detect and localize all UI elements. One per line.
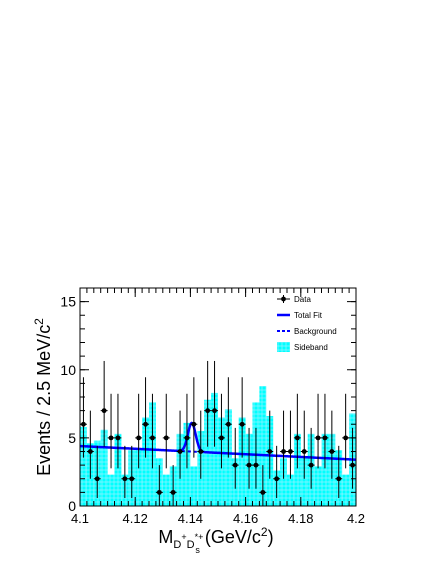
x-tick-label: 4.2	[347, 511, 365, 526]
legend-item-background: Background	[277, 327, 337, 336]
sideband-bar	[100, 429, 108, 506]
sideband-bar	[300, 458, 308, 506]
data-point	[342, 393, 350, 469]
data-point	[287, 410, 294, 479]
data-point	[335, 445, 343, 499]
data-point	[190, 377, 198, 458]
data-point	[218, 393, 225, 469]
x-tick-label: 4.18	[288, 511, 313, 526]
data-point	[328, 410, 336, 479]
data-point	[128, 445, 136, 499]
total-fit-curve	[79, 421, 357, 461]
x-tick-label: 4.12	[123, 511, 148, 526]
x-axis-title: MD+D*+ s (GeV/c2)	[158, 525, 273, 555]
sideband-bar	[135, 450, 143, 506]
total-fit-curve-group	[79, 421, 357, 461]
data-point	[238, 377, 246, 458]
data-point	[245, 427, 253, 489]
data-point	[176, 410, 184, 479]
axis-titles: Events / 2.5 MeV/c2 MD+D*+ s (GeV/c2)	[32, 318, 274, 555]
sideband-bar	[224, 409, 232, 506]
data-point	[162, 393, 170, 469]
legend-label: Total Fit	[294, 311, 323, 320]
data-point	[93, 445, 101, 499]
legend-label: Data	[294, 295, 311, 304]
data-point	[86, 410, 94, 479]
y-tick-label: 10	[60, 362, 76, 378]
axes: 4.1 4.12 4.14 4.16 4.18 4.2 0 5 10 15	[60, 287, 365, 526]
sideband-bar	[280, 458, 287, 506]
sideband-bar	[293, 433, 301, 506]
data-point	[266, 410, 274, 479]
sideband-bar	[259, 386, 267, 506]
data-point	[293, 393, 301, 469]
data-point	[169, 465, 177, 506]
sideband-histogram	[80, 386, 356, 506]
data-point	[135, 393, 143, 469]
sideband-bar	[114, 433, 122, 506]
data-point	[183, 393, 191, 469]
data-point	[100, 360, 108, 447]
data-point	[259, 465, 267, 506]
data-point	[114, 393, 122, 469]
data-point	[121, 445, 129, 499]
legend-item-sideband: Sideband	[277, 342, 328, 352]
legend-label: Sideband	[294, 343, 328, 352]
data-point	[149, 393, 156, 469]
legend-label: Background	[294, 327, 337, 336]
y-tick-label: 0	[68, 498, 76, 514]
y-tick-label: 5	[68, 430, 76, 446]
sideband-bar	[321, 433, 329, 506]
sideband-bar	[342, 474, 350, 506]
x-tick-label: 4.14	[178, 511, 203, 526]
legend-item-total-fit: Total Fit	[277, 311, 323, 320]
data-point	[280, 410, 287, 479]
data-point	[231, 427, 239, 489]
data-point	[314, 393, 322, 469]
data-point	[107, 393, 115, 469]
y-axis-title: Events / 2.5 MeV/c2	[32, 318, 54, 476]
sideband-bar	[142, 417, 149, 506]
data-point	[204, 360, 212, 447]
data-point	[211, 360, 218, 447]
sideband-bar	[162, 474, 170, 506]
sideband-bar	[287, 474, 294, 506]
data-point	[142, 377, 149, 458]
sideband-bar	[80, 426, 87, 506]
data-point	[307, 427, 315, 489]
data-point	[321, 393, 329, 469]
sideband-bar	[107, 474, 115, 506]
y-tick-label: 15	[60, 294, 76, 310]
data-point	[300, 410, 308, 479]
data-point	[155, 465, 163, 506]
data-point	[252, 427, 260, 489]
legend: Data Total Fit Background Sideband	[277, 295, 337, 352]
data-point	[197, 410, 205, 479]
data-point	[273, 445, 281, 499]
x-tick-label: 4.1	[71, 511, 89, 526]
sideband-bar	[238, 417, 246, 506]
sideband-bar	[211, 392, 218, 506]
data-points-group	[80, 360, 356, 506]
sideband-bar	[314, 466, 322, 506]
legend-item-data: Data	[277, 295, 311, 304]
x-tick-label: 4.16	[233, 511, 258, 526]
data-point	[224, 377, 232, 458]
sideband-bar	[190, 466, 198, 506]
